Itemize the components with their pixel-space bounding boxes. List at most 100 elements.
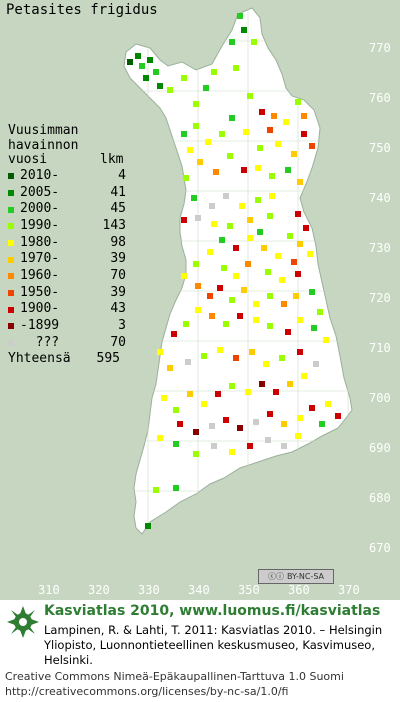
occurrence-dot	[183, 175, 189, 181]
occurrence-dot	[323, 337, 329, 343]
occurrence-dot	[301, 113, 307, 119]
footer-title-link[interactable]: Kasviatlas 2010, www.luomus.fi/kasviatla…	[44, 603, 381, 619]
occurrence-dot	[173, 407, 179, 413]
footer-license: Creative Commons Nimeä-Epäkaupallinen-Ta…	[5, 669, 344, 699]
legend-total-count: 595	[96, 351, 120, 367]
occurrence-dot	[193, 123, 199, 129]
occurrence-dot	[153, 69, 159, 75]
y-tick-label: 750	[369, 141, 391, 155]
occurrence-dot	[161, 395, 167, 401]
legend-count: 41	[110, 184, 126, 200]
legend-row: -1899 3	[8, 318, 126, 335]
legend-label: -1899	[20, 318, 60, 334]
occurrence-dot	[325, 401, 331, 407]
occurrence-dot	[181, 273, 187, 279]
x-tick-label: 360	[288, 583, 310, 597]
occurrence-dot	[285, 329, 291, 335]
legend-total-label: Yhteensä	[8, 351, 71, 367]
occurrence-dot	[173, 441, 179, 447]
legend-row: 1900- 43	[8, 301, 126, 318]
occurrence-dot	[241, 287, 247, 293]
occurrence-dot	[267, 127, 273, 133]
cc-license-badge[interactable]: ⓒⓘ BY-NC-SA	[258, 569, 334, 584]
occurrence-dot	[267, 323, 273, 329]
footer-citation: Lampinen, R. & Lahti, T. 2011: Kasviatla…	[44, 623, 383, 667]
y-tick-label: 680	[369, 491, 391, 505]
occurrence-dot	[183, 321, 189, 327]
legend-swatch	[8, 223, 14, 230]
occurrence-dot	[309, 143, 315, 149]
occurrence-dot	[241, 27, 247, 33]
legend-label: 1950-	[20, 284, 60, 300]
occurrence-dot	[181, 75, 187, 81]
occurrence-dot	[195, 215, 201, 221]
occurrence-dot	[227, 223, 233, 229]
distribution-map	[0, 0, 400, 600]
occurrence-dot	[275, 141, 281, 147]
occurrence-dot	[255, 165, 261, 171]
occurrence-dot	[269, 193, 275, 199]
occurrence-dot	[301, 131, 307, 137]
legend-swatch	[8, 289, 14, 296]
occurrence-dot	[223, 193, 229, 199]
occurrence-dot	[207, 249, 213, 255]
legend-count: 98	[110, 234, 126, 250]
occurrence-dot	[211, 221, 217, 227]
occurrence-dot	[147, 57, 153, 63]
x-tick-label: 350	[238, 583, 260, 597]
occurrence-dot	[301, 373, 307, 379]
occurrence-dot	[229, 297, 235, 303]
occurrence-dot	[219, 131, 225, 137]
occurrence-dot	[247, 235, 253, 241]
x-tick-label: 320	[88, 583, 110, 597]
occurrence-dot	[281, 421, 287, 427]
legend-row: 2000- 45	[8, 201, 126, 218]
occurrence-dot	[291, 151, 297, 157]
legend-header-line-1: Vuusimman	[8, 123, 79, 138]
occurrence-dot	[287, 233, 293, 239]
occurrence-dot	[245, 389, 251, 395]
occurrence-dot	[291, 259, 297, 265]
legend-row: 2005- 41	[8, 184, 126, 201]
occurrence-dot	[203, 85, 209, 91]
occurrence-dot	[263, 361, 269, 367]
legend-count-header: lkm	[100, 152, 124, 168]
occurrence-dot	[209, 313, 215, 319]
occurrence-dot	[253, 301, 259, 307]
legend-row: 1960- 70	[8, 268, 126, 285]
legend-label: 2005-	[20, 184, 60, 200]
occurrence-dot	[213, 169, 219, 175]
cc-icon: ⓒⓘ	[267, 572, 284, 581]
legend-swatch	[8, 340, 14, 346]
occurrence-dot	[219, 237, 225, 243]
legend-row: 1950- 39	[8, 285, 126, 302]
occurrence-dot	[193, 429, 199, 435]
legend-count: 43	[110, 301, 126, 317]
occurrence-dot	[257, 229, 263, 235]
legend-swatch	[8, 173, 14, 180]
occurrence-dot	[157, 349, 163, 355]
legend-count: 39	[110, 284, 126, 300]
legend-header-line-2: havainnon	[8, 137, 79, 153]
occurrence-dot	[191, 195, 197, 201]
y-tick-label: 740	[369, 191, 391, 205]
occurrence-dot	[229, 449, 235, 455]
occurrence-dot	[295, 433, 301, 439]
occurrence-dot	[295, 211, 301, 217]
occurrence-dot	[253, 317, 259, 323]
occurrence-dot	[297, 415, 303, 421]
occurrence-dot	[139, 63, 145, 69]
occurrence-dot	[335, 413, 341, 419]
occurrence-dot	[269, 173, 275, 179]
occurrence-dot	[229, 383, 235, 389]
occurrence-dot	[253, 419, 259, 425]
occurrence-dot	[167, 87, 173, 93]
license-url-link[interactable]: http://creativecommons.org/licenses/by-n…	[5, 685, 289, 698]
occurrence-dot	[295, 271, 301, 277]
legend-label: 1900-	[20, 301, 60, 317]
legend-row: 1980- 98	[8, 235, 126, 252]
occurrence-dot	[255, 197, 261, 203]
occurrence-dot	[181, 131, 187, 137]
occurrence-dot	[283, 119, 289, 125]
occurrence-dot	[171, 331, 177, 337]
